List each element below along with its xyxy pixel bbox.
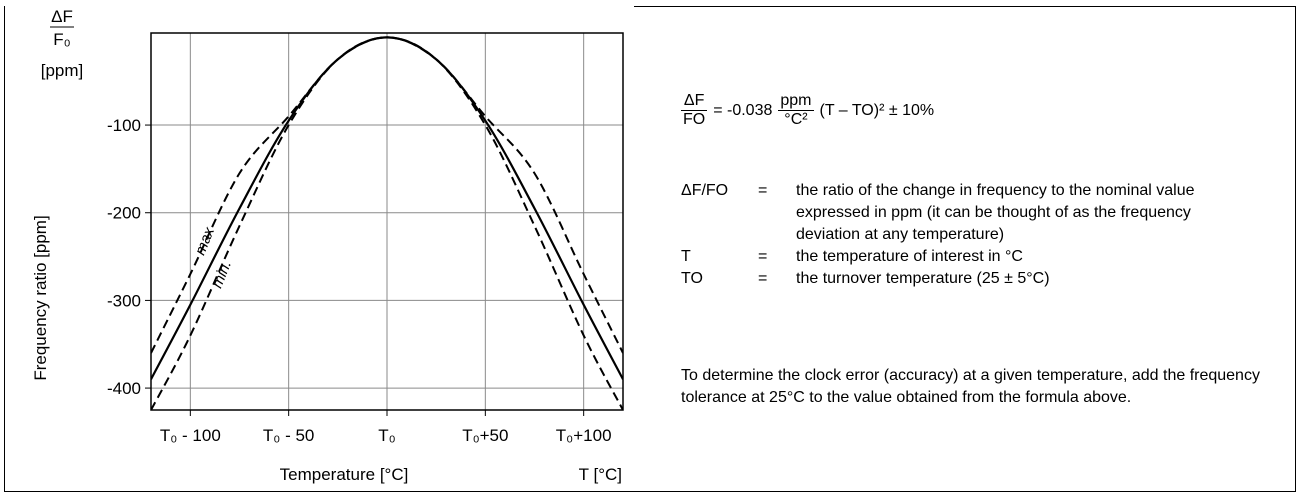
frame-top-border	[634, 6, 1296, 7]
definition-equals: =	[758, 248, 768, 265]
y-fraction-numerator: ΔF	[51, 7, 73, 26]
y-fraction-denominator: F₀	[53, 30, 70, 49]
definition-symbol: T	[681, 248, 691, 265]
definition-symbol: TO	[681, 270, 703, 287]
fraction-bar	[778, 110, 814, 111]
figure-frame	[4, 6, 1296, 492]
definition-row: T = the temperature of interest in °C	[681, 246, 1216, 268]
x-tick-label: T₀ - 100	[160, 426, 221, 445]
formula-unit-denominator: °C²	[784, 111, 808, 128]
series-line-min	[151, 36, 623, 410]
tick-labels: T₀ - 100 T₀ - 50 T₀ T₀+50 T₀+100 -100 -200 -300…	[107, 116, 612, 445]
x-tick-label: T₀+100	[556, 426, 612, 445]
y-tick-label: -100	[107, 116, 141, 135]
definition-text: the temperature of interest in °C	[796, 248, 1023, 265]
definition-equals: =	[758, 270, 768, 287]
x-tick-label: T₀	[378, 426, 395, 445]
formula-lhs-numerator: ΔF	[683, 92, 705, 109]
x-axis-variable-label: T [°C]	[579, 465, 622, 484]
definition-equals: =	[758, 182, 768, 199]
x-tick-label: T₀ - 50	[263, 426, 314, 445]
y-tick-label: -300	[107, 291, 141, 310]
formula-lhs-denominator: FO	[683, 111, 706, 128]
x-tick-label: T₀+50	[462, 426, 508, 445]
formula-coefficient: = -0.038	[713, 101, 773, 119]
definition-symbol: ΔF/FO	[681, 182, 729, 199]
definition-row: TO = the turnover temperature (25 ± 5°C)	[681, 268, 1216, 290]
formula-unit-numerator: ppm	[780, 92, 812, 109]
frequency-temperature-chart: T₀ - 100 T₀ - 50 T₀ T₀+50 T₀+100 -100 -200 -300…	[31, 7, 624, 484]
formula-unit-fraction: ppm °C²	[778, 92, 814, 129]
y-tick-label: -200	[107, 204, 141, 223]
y-tick-label: -400	[107, 379, 141, 398]
grid	[151, 33, 623, 410]
definition-text: the turnover temperature (25 ± 5°C)	[796, 270, 1050, 287]
max-curve-label: max	[192, 225, 219, 258]
fraction-bar	[681, 110, 708, 111]
definitions-list: ΔF/FO = the ratio of the change in frequ…	[681, 180, 1216, 290]
accuracy-note: To determine the clock error (accuracy) …	[681, 367, 1260, 406]
series-group	[151, 36, 623, 410]
formula-term: (T – TO)² ± 10%	[819, 101, 935, 119]
formula: ΔF FO = -0.038 ppm °C² (T – TO)² ± 10%	[681, 92, 940, 129]
formula-lhs-fraction: ΔF FO	[681, 92, 708, 129]
y-axis-label: Frequency ratio [ppm]	[31, 215, 50, 380]
x-axis-label: Temperature [°C]	[280, 465, 409, 484]
definition-row: ΔF/FO = the ratio of the change in frequ…	[681, 180, 1216, 246]
y-unit-label: [ppm]	[41, 61, 84, 80]
definition-text: the ratio of the change in frequency to …	[796, 182, 1195, 243]
